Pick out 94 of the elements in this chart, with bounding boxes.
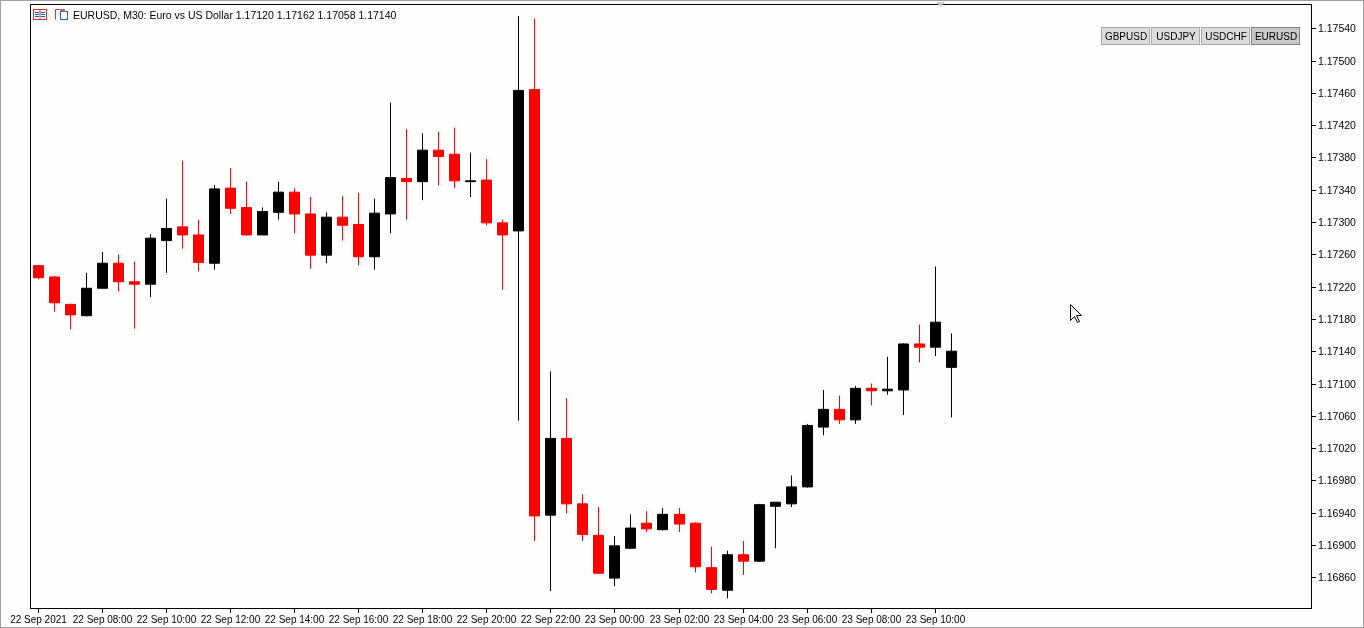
candlestick xyxy=(321,211,332,264)
candlestick xyxy=(786,475,797,508)
candlestick xyxy=(898,342,909,416)
candlestick xyxy=(722,550,733,599)
candlestick xyxy=(337,195,348,242)
candlestick xyxy=(674,507,685,533)
x-tick-label: 22 Sep 22:00 xyxy=(520,614,581,625)
candlestick xyxy=(177,160,188,250)
candlestick xyxy=(930,265,941,357)
candlestick xyxy=(33,264,44,280)
y-tick-label: 1.17540 xyxy=(1318,22,1357,35)
candlestick xyxy=(497,219,508,291)
candlestick xyxy=(866,383,877,406)
candlestick xyxy=(834,395,845,425)
candlestick xyxy=(577,493,588,542)
y-tick-label: 1.17340 xyxy=(1318,184,1357,197)
candlestick xyxy=(305,196,316,270)
y-tick-label: 1.17260 xyxy=(1318,248,1357,261)
candlestick xyxy=(690,521,701,573)
x-tick-label: 22 Sep 14:00 xyxy=(264,614,325,625)
y-tick-label: 1.17020 xyxy=(1318,442,1357,455)
x-tick-label: 23 Sep 06:00 xyxy=(777,614,838,625)
annotation: USDCHF xyxy=(1205,30,1247,42)
candlestick xyxy=(417,132,428,201)
candlestick xyxy=(113,253,124,292)
x-tick-label: 23 Sep 08:00 xyxy=(841,614,902,625)
candlestick xyxy=(81,272,92,317)
x-tick-label: 22 Sep 10:00 xyxy=(136,614,197,625)
y-tick-label: 1.17220 xyxy=(1318,281,1357,294)
candlestick xyxy=(449,127,460,189)
candlestick xyxy=(657,507,668,531)
candlestick xyxy=(738,540,749,576)
candlestick xyxy=(818,389,829,436)
candlestick xyxy=(641,510,652,533)
x-tick-label: 23 Sep 10:00 xyxy=(905,614,966,625)
candlestick xyxy=(465,152,476,198)
candlestick xyxy=(273,181,284,221)
candlestick xyxy=(481,158,492,226)
chart-title: EURUSD, M30: Euro vs US Dollar 1.17120 1.17162 1.17058 1.17140 xyxy=(73,8,397,21)
candlestick xyxy=(129,261,140,330)
candlestick xyxy=(914,324,925,364)
candlestick xyxy=(353,192,364,267)
candlestick xyxy=(193,219,204,272)
candlestick xyxy=(706,546,717,594)
candlestick xyxy=(561,397,572,515)
y-tick-label: 1.17500 xyxy=(1318,55,1357,68)
candlestick xyxy=(545,370,556,592)
x-tick-label: 22 Sep 16:00 xyxy=(328,614,389,625)
candlestick xyxy=(369,198,380,271)
y-tick-label: 1.17140 xyxy=(1318,345,1357,358)
candlestick xyxy=(770,501,781,549)
y-tick-label: 1.16900 xyxy=(1318,539,1357,552)
candlestick xyxy=(241,181,252,237)
x-tick-label: 23 Sep 02:00 xyxy=(649,614,710,625)
candlestick xyxy=(49,275,60,313)
candlestick xyxy=(225,167,236,215)
y-tick-label: 1.17100 xyxy=(1318,378,1357,391)
y-tick-label: 1.17180 xyxy=(1318,313,1357,326)
x-tick-label: 23 Sep 00:00 xyxy=(584,614,645,625)
y-tick-label: 1.17300 xyxy=(1318,216,1357,229)
candlestick xyxy=(754,503,765,563)
candlestick xyxy=(209,184,220,271)
candlestick xyxy=(97,251,108,290)
x-tick-label: 22 Sep 18:00 xyxy=(392,614,453,625)
candlestick xyxy=(433,131,444,187)
candlestick xyxy=(946,332,957,418)
candlestick xyxy=(65,303,76,330)
candlestick xyxy=(257,206,268,236)
y-tick-label: 1.16940 xyxy=(1318,507,1357,520)
candlestick xyxy=(609,535,620,587)
candlestick xyxy=(529,18,540,542)
x-tick-label: 22 Sep 12:00 xyxy=(200,614,261,625)
candlestick xyxy=(850,385,861,425)
y-tick-label: 1.17380 xyxy=(1318,151,1357,164)
candlestick xyxy=(289,187,300,234)
x-tick-label: 22 Sep 2021 xyxy=(10,614,68,625)
candlestick xyxy=(161,198,172,274)
x-tick-label: 22 Sep 08:00 xyxy=(72,614,133,625)
x-tick-label: 23 Sep 04:00 xyxy=(713,614,774,625)
y-tick-label: 1.17420 xyxy=(1318,119,1357,132)
candlestick xyxy=(593,506,604,575)
y-tick-label: 1.16860 xyxy=(1318,571,1357,584)
candlestick xyxy=(145,233,156,298)
candlestick xyxy=(513,15,524,422)
candlestick xyxy=(882,356,893,396)
y-tick-label: 1.16980 xyxy=(1318,474,1357,487)
candlestick xyxy=(401,128,412,221)
annotation: USDJPY xyxy=(1156,30,1197,42)
x-tick-label: 22 Sep 20:00 xyxy=(456,614,517,625)
y-tick-label: 1.17460 xyxy=(1318,87,1357,100)
y-tick-label: 1.17060 xyxy=(1318,410,1357,423)
candlestick xyxy=(385,102,396,234)
candlestick xyxy=(625,513,636,550)
candlestick xyxy=(802,423,813,489)
